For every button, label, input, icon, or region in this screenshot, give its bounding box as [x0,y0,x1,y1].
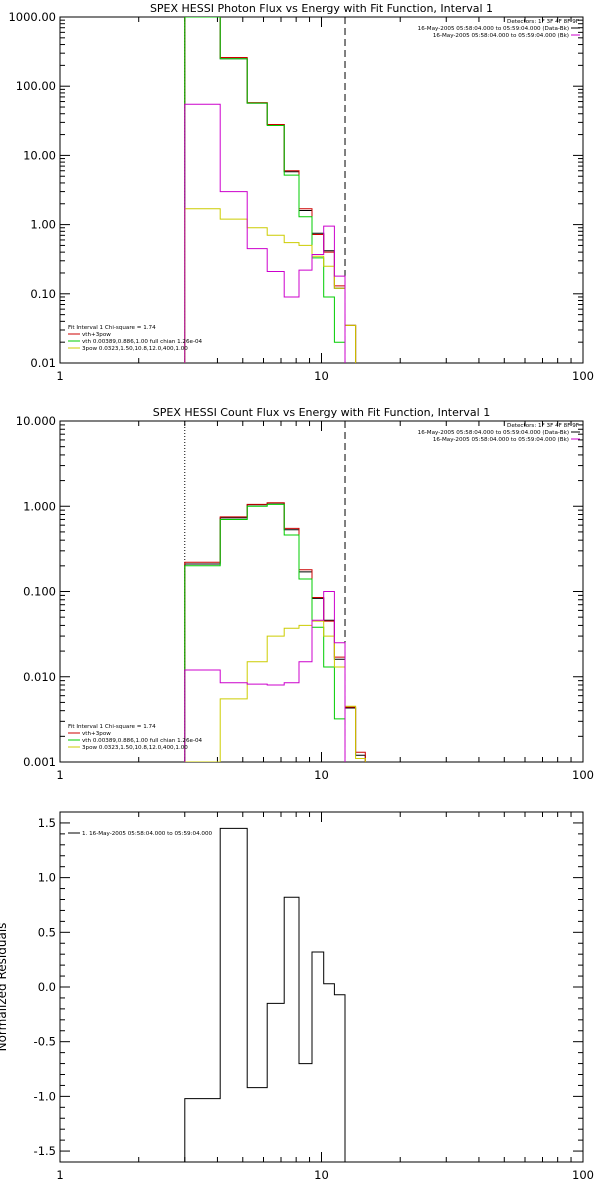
x-tick-label: 100 [572,1168,594,1182]
x-tick-label: 10 [314,768,329,782]
x-tick-label: 1 [56,369,63,383]
plot-area [184,827,346,1162]
series-3pow-line [184,620,366,762]
info-line: Detectors: 1F 3F 4F 8F 9F [507,19,579,25]
info-line: 16-May-2005 05:58:04.000 to 05:59:04.000… [433,33,569,39]
legend-entry: vth 0.00389,0.886,1.00 full chian 1.26e-… [82,339,203,345]
photon-flux-panel: SPEX HESSI Photon Flux vs Energy with Fi… [8,2,594,383]
chart-title: SPEX HESSI Count Flux vs Energy with Fit… [153,406,490,419]
x-tick-label: 1 [56,1168,63,1182]
legend-entry: Fit Interval 1 Chi-square = 1.74 [68,724,156,730]
info-line: 16-May-2005 05:58:04.000 to 05:59:04.000… [418,26,569,32]
info-line: 16-May-2005 05:58:04.000 to 05:59:04.000… [433,437,569,443]
plot-area [184,17,357,363]
y-tick-label: 1.000 [23,499,56,513]
y-tick-label: 0.001 [23,755,56,769]
y-tick-label: 0.5 [38,925,56,939]
legend-entry: Fit Interval 1 Chi-square = 1.74 [68,325,156,331]
legend-entry: 3pow 0.0323,1.50,10.8,12.0,400,1.00 [82,745,188,751]
series-vth-line [184,17,346,363]
y-tick-label: 1000.00 [8,10,56,24]
x-tick-label: 100 [572,768,594,782]
y-tick-label: 1.00 [30,218,56,232]
plot-area [184,421,366,762]
x-tick-label: 100 [572,369,594,383]
y-tick-label: 10.000 [16,414,56,428]
legend-entry: vth+3pow [82,731,111,737]
x-tick-label: 10 [314,1168,329,1182]
chart-title: SPEX HESSI Photon Flux vs Energy with Fi… [150,2,493,15]
y-tick-label: 1.0 [38,871,56,885]
plot-frame [59,16,584,364]
y-tick-label: 0.01 [30,356,56,370]
y-tick-label: -1.5 [34,1144,56,1158]
y-tick-label: 10.00 [23,148,56,162]
residuals-panel: 1 10 100 -1.5 -1.0 -0.5 0.0 0.5 1.0 1.5 Normalized… [0,811,594,1182]
legend-entry: 3pow 0.0323,1.50,10.8,12.0,400,1.00 [82,346,188,352]
info-line: Detectors: 1F 3F 4F 8F 9F [507,423,579,429]
x-tick-label: 10 [314,369,329,383]
series-vth-3pow-line [184,17,357,363]
x-tick-label: 1 [56,768,63,782]
legend-entry: vth 0.00389,0.886,1.00 full chian 1.26e-… [82,738,203,744]
plot-frame [59,420,584,763]
legend-entry: vth+3pow [82,332,111,338]
y-tick-label: 0.10 [30,287,56,301]
count-flux-panel: SPEX HESSI Count Flux vs Energy with Fit… [16,406,594,782]
y-tick-label: 0.100 [23,585,56,599]
residual-line [184,827,346,1162]
legend-entry: 1. 16-May-2005 05:58:04.000 to 05:59:04.… [82,831,213,837]
series-data-bk-line [184,17,357,363]
series-3pow-line [184,208,357,363]
y-axis-label: Normalized Residuals [0,923,9,1052]
info-line: 16-May-2005 05:58:04.000 to 05:59:04.000… [418,430,569,436]
y-tick-label: 0.0 [38,980,56,994]
y-tick-label: -1.0 [34,1089,56,1103]
plot-frame [59,811,584,1163]
series-bk-line [184,591,346,762]
y-tick-label: 100.00 [16,79,56,93]
series-vth-line [184,503,346,762]
series-data-bk-line [184,502,366,762]
y-tick-label: 0.010 [23,670,56,684]
y-tick-label: 1.5 [38,816,56,830]
series-bk-line [184,103,346,363]
series-vth-3pow-line [184,502,366,762]
y-tick-label: -0.5 [34,1035,56,1049]
